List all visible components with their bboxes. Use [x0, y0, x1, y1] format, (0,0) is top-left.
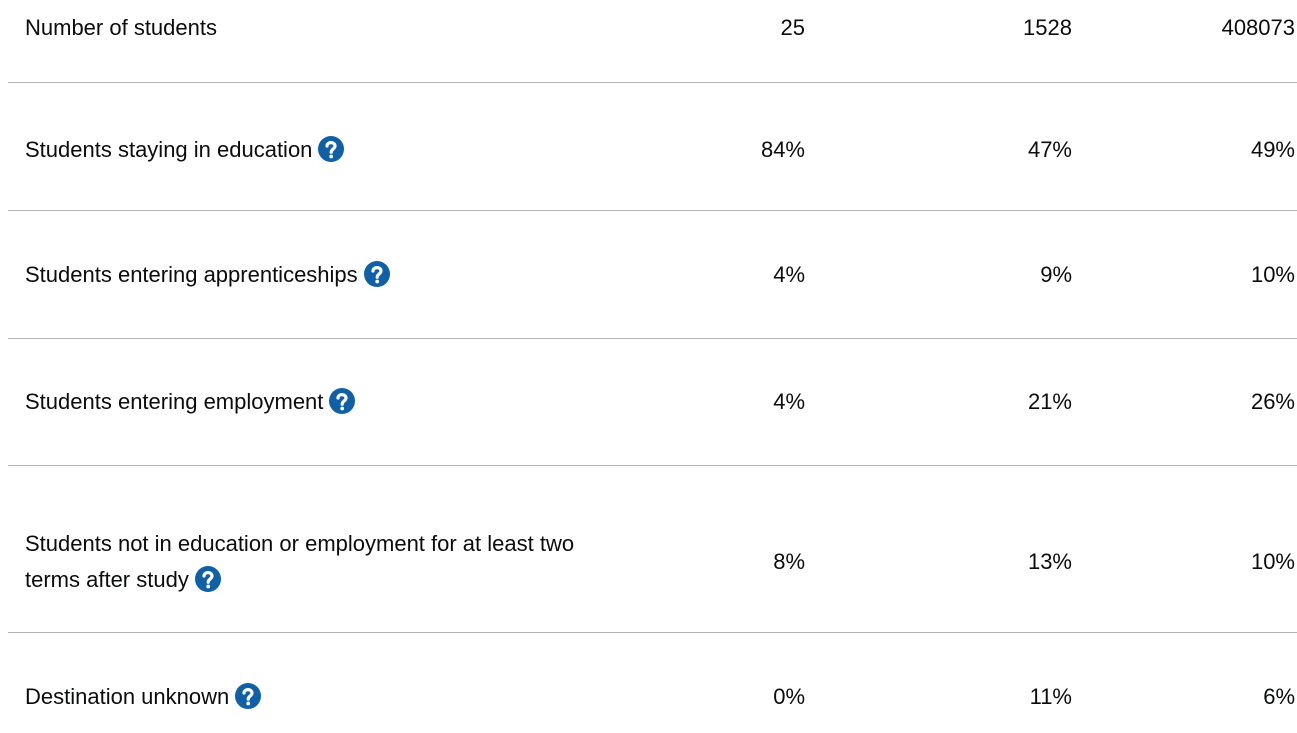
row-label-text: Students not in education or employment … [25, 531, 575, 592]
help-icon[interactable] [329, 388, 356, 414]
row-label: Students entering employment [25, 384, 585, 420]
row-value: 9% [1040, 262, 1072, 287]
row-divider [8, 210, 1297, 211]
row-label: Students entering apprenticeships [25, 257, 585, 293]
row-value: 13% [1027, 549, 1072, 574]
help-icon[interactable] [318, 136, 345, 162]
table-row: Number of students 25 1528 408073 [0, 0, 1297, 64]
row-value: 26% [1250, 389, 1295, 414]
row-value: 84% [760, 137, 805, 162]
row-value: 4% [773, 389, 805, 414]
help-icon[interactable] [194, 566, 221, 592]
table-row: Students staying in education 84% 47% 49% [0, 114, 1297, 186]
help-icon[interactable] [363, 261, 390, 287]
row-label: Destination unknown [25, 679, 585, 715]
row-value: 4% [773, 262, 805, 287]
row-label-text: Students staying in education [25, 137, 313, 162]
row-divider [8, 82, 1297, 83]
row-value: 10% [1250, 262, 1295, 287]
table-row: Destination unknown 0% 11% 6% [0, 661, 1297, 733]
table-row: Students not in education or employment … [0, 526, 1297, 598]
row-value: 21% [1027, 389, 1072, 414]
row-label-text: Destination unknown [25, 684, 230, 709]
row-value: 10% [1250, 549, 1295, 574]
row-value: 1528 [1023, 15, 1072, 40]
row-divider [8, 338, 1297, 339]
row-value: 11% [1029, 684, 1072, 709]
row-value: 47% [1027, 137, 1072, 162]
page: Number of students 25 1528 408073 Students s… [0, 0, 1297, 709]
row-label: Number of students [25, 10, 585, 46]
row-label-text: Number of students [25, 15, 217, 40]
row-value: 8% [773, 549, 805, 574]
row-label: Students staying in education [25, 132, 585, 168]
row-value: 25 [780, 15, 805, 40]
row-value: 0% [773, 684, 805, 709]
row-label: Students not in education or employment … [25, 526, 585, 598]
table-row: Students entering apprenticeships 4% 9% 10% [0, 239, 1297, 311]
help-icon[interactable] [235, 683, 262, 709]
row-divider [8, 632, 1297, 633]
row-value: 408073 [1221, 15, 1295, 40]
row-divider [8, 465, 1297, 466]
row-value: 49% [1250, 137, 1295, 162]
row-label-text: Students entering apprenticeships [25, 262, 358, 287]
table-row: Students entering employment 4% 21% 26% [0, 366, 1297, 438]
row-label-text: Students entering employment [25, 389, 324, 414]
row-value: 6% [1263, 684, 1295, 709]
